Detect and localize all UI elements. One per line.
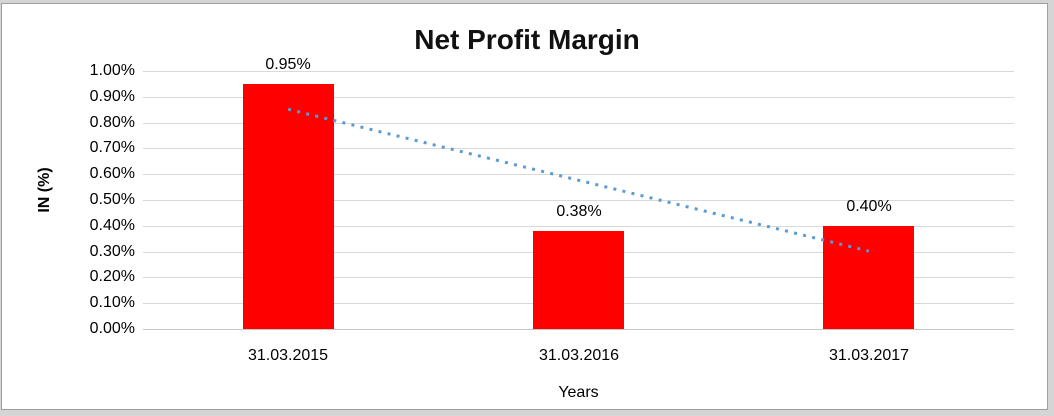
bar[interactable] — [533, 231, 624, 329]
x-axis-title: Years — [558, 384, 599, 401]
y-tick-label: 0.40% — [89, 217, 135, 234]
y-tick-label: 0.00% — [89, 320, 135, 337]
y-tick-label: 0.70% — [89, 139, 135, 156]
gridline — [143, 97, 1014, 98]
x-tick-label: 31.03.2017 — [828, 347, 910, 364]
y-tick-label: 0.30% — [89, 243, 135, 260]
x-tick-label: 31.03.2016 — [538, 347, 620, 364]
bar-value-label: 0.38% — [556, 203, 602, 220]
y-tick-label: 0.50% — [89, 191, 135, 208]
y-tick-label: 0.60% — [89, 165, 135, 182]
x-tick-label: 31.03.2015 — [247, 347, 329, 364]
y-tick-label: 0.10% — [89, 294, 135, 311]
chart-title: Net Profit Margin — [414, 24, 640, 55]
y-tick-label: 1.00% — [89, 62, 135, 79]
y-tick-label: 0.20% — [89, 268, 135, 285]
bar-value-label: 0.40% — [846, 198, 892, 215]
bar[interactable] — [823, 226, 914, 329]
y-tick-label: 0.90% — [89, 88, 135, 105]
bar[interactable] — [243, 84, 334, 329]
x-axis-line — [143, 329, 1014, 330]
y-tick-label: 0.80% — [89, 114, 135, 131]
gridline — [143, 71, 1014, 72]
bar-value-label: 0.95% — [265, 56, 311, 73]
